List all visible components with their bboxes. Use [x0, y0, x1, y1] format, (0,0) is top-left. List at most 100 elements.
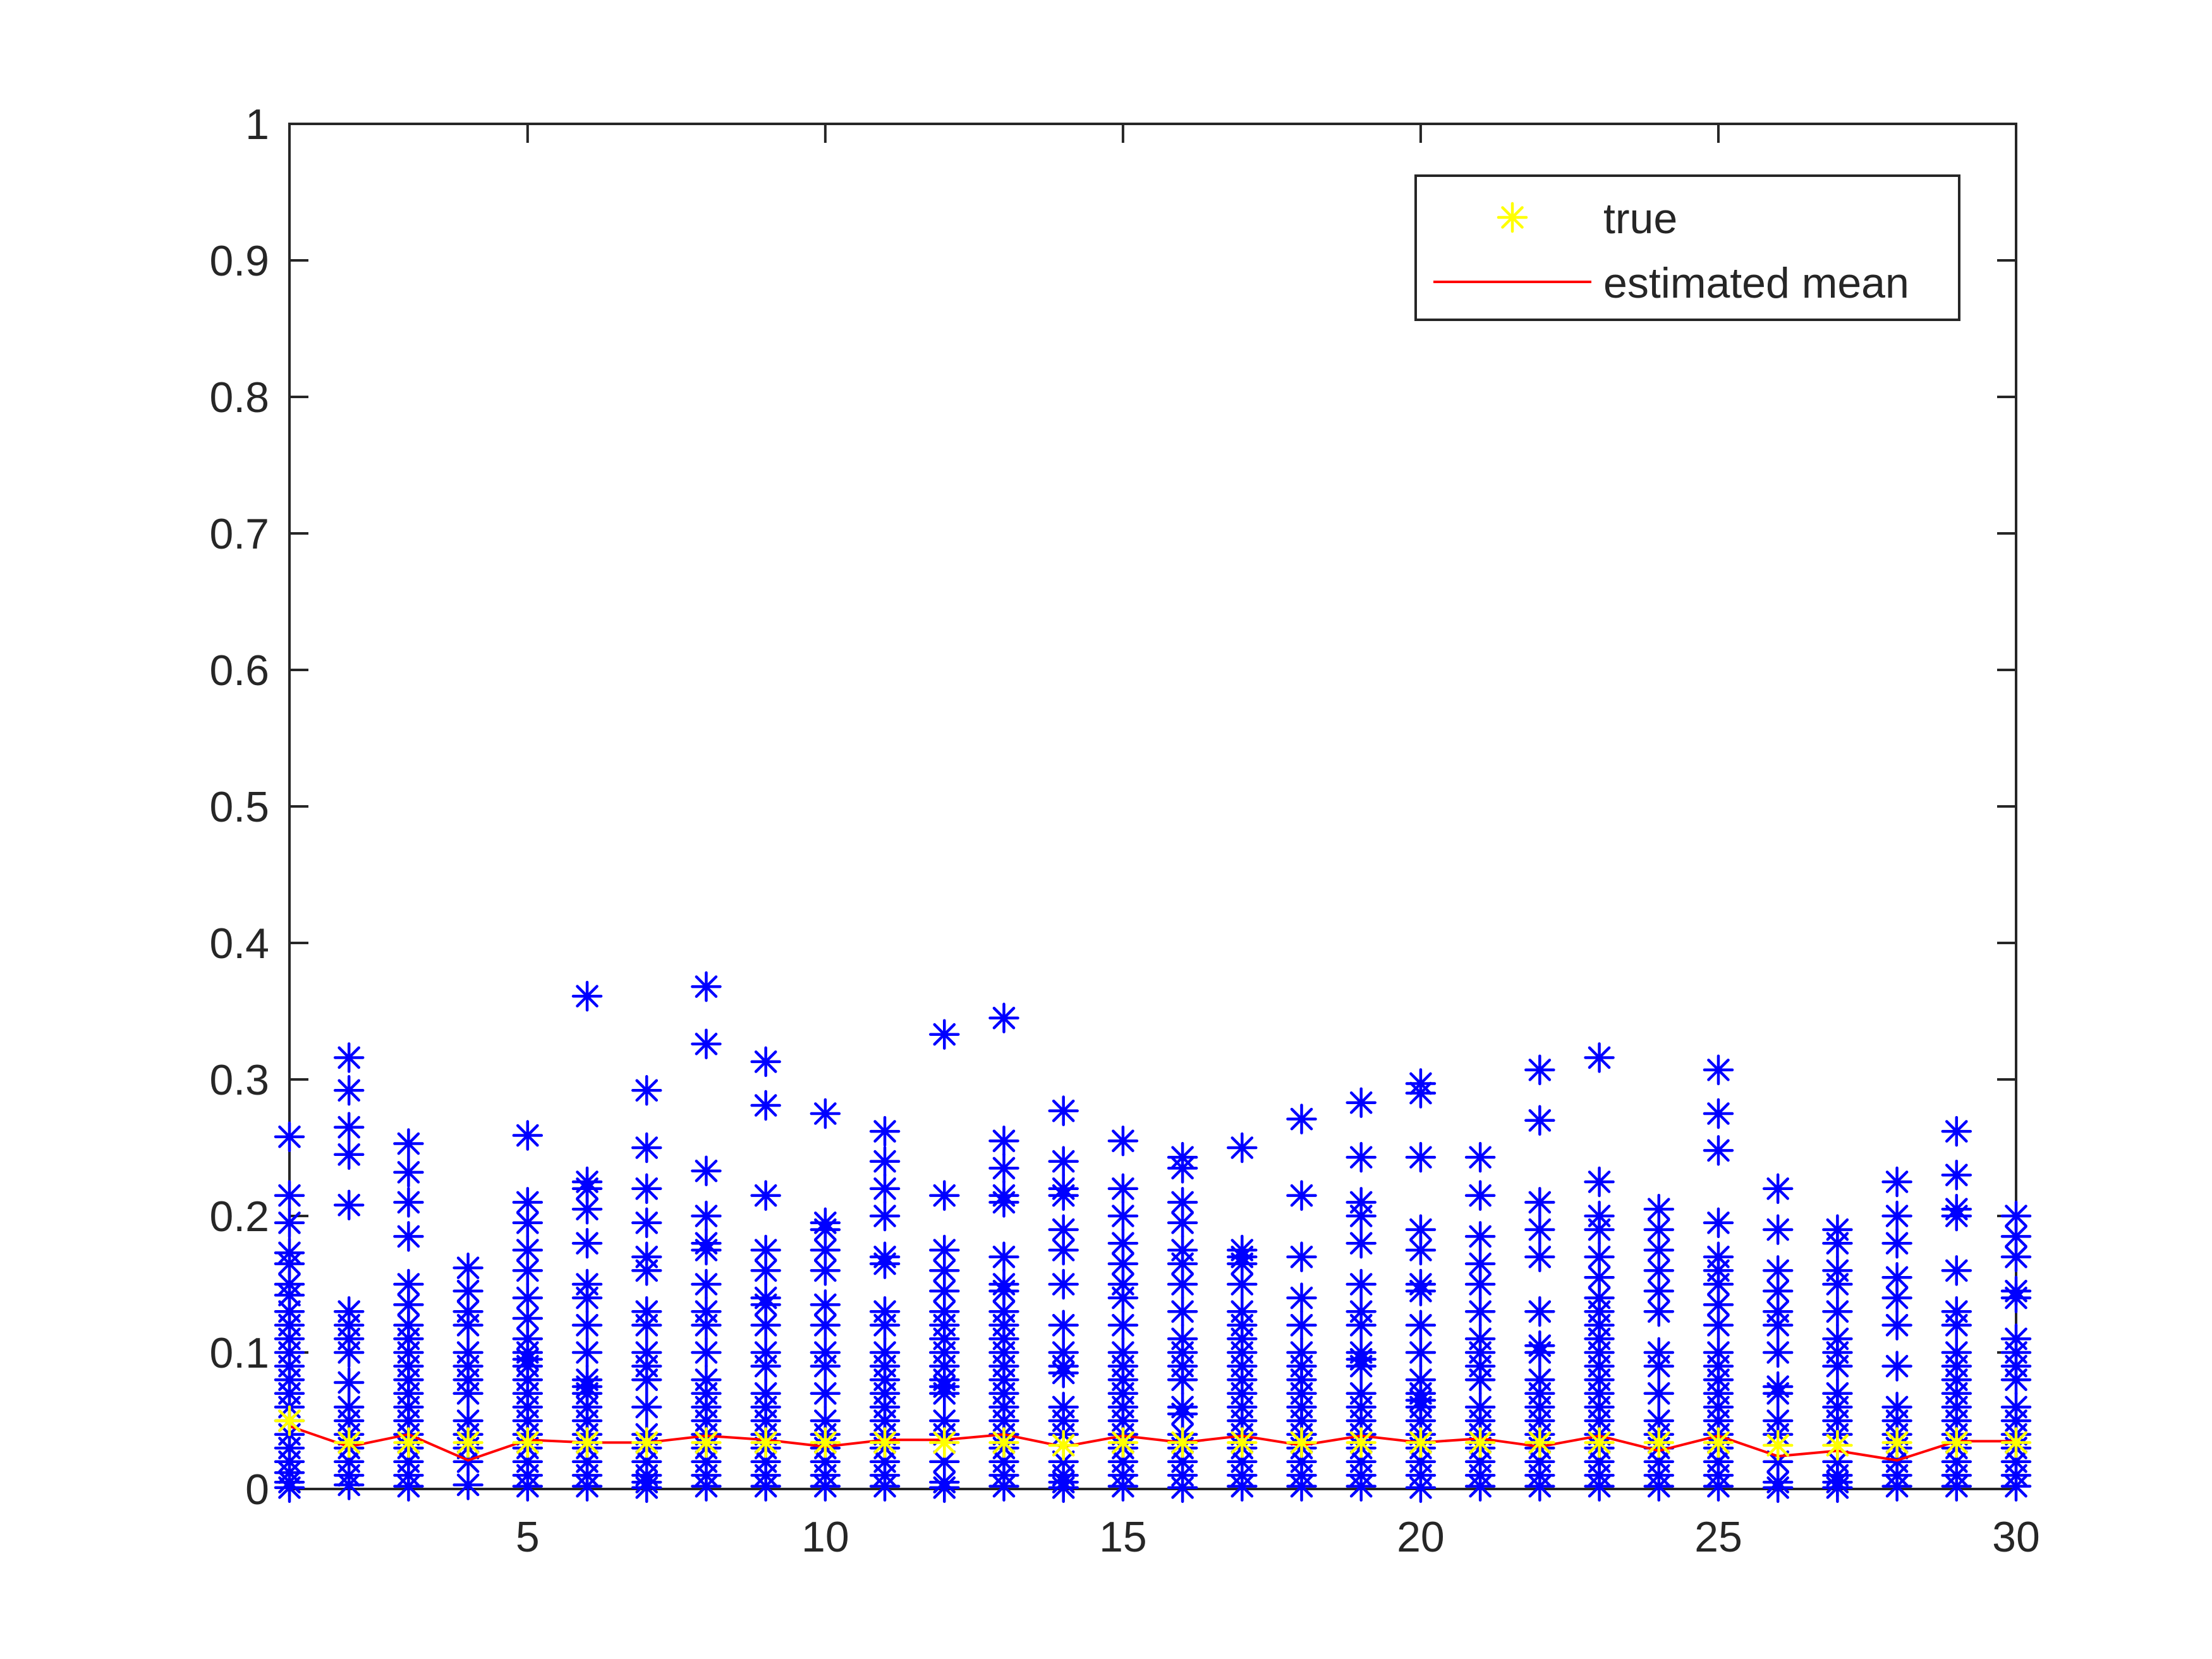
sample-point [1167, 1207, 1198, 1239]
sample-point [988, 1275, 1019, 1307]
sample-point [810, 1351, 841, 1382]
sample-point [691, 1028, 722, 1060]
true-point [1464, 1427, 1496, 1458]
sample-point [750, 1310, 781, 1341]
sample-point [1167, 1153, 1198, 1184]
sample-point [988, 1153, 1019, 1184]
sample-point [1703, 1098, 1734, 1129]
sample-point [1167, 1296, 1198, 1327]
sample-point [1881, 1200, 1912, 1232]
sample-point [1822, 1227, 1853, 1259]
sample-point [1048, 1358, 1079, 1389]
sample-point [631, 1392, 662, 1423]
x-tick-label: 10 [801, 1513, 849, 1561]
y-tick-label: 1 [245, 100, 269, 149]
sample-point [1822, 1268, 1853, 1300]
true-point [691, 1427, 722, 1458]
x-tick-label: 15 [1099, 1513, 1147, 1561]
sample-point [1048, 1095, 1079, 1126]
sample-point [1346, 1351, 1376, 1382]
sample-point [1524, 1471, 1555, 1502]
sample-point [1286, 1471, 1317, 1502]
sample-point [869, 1471, 901, 1502]
sample-point [988, 1187, 1019, 1218]
sample-point [1227, 1132, 1258, 1164]
sample-point [333, 1469, 365, 1500]
sample-point [929, 1019, 960, 1050]
sample-point [1941, 1159, 1972, 1191]
legend-label-estimated-mean: estimated mean [1603, 259, 1909, 307]
sample-point [1703, 1207, 1734, 1239]
sample-point [274, 1207, 305, 1239]
true-point [1881, 1427, 1912, 1458]
sample-point [571, 1337, 603, 1368]
sample-point [2000, 1471, 2032, 1502]
sample-point [1405, 1472, 1437, 1504]
sample-point [691, 1200, 722, 1232]
sample-point [1941, 1200, 1972, 1232]
sample-point [929, 1378, 960, 1409]
sample-point [1881, 1227, 1912, 1259]
true-point [929, 1427, 960, 1458]
sample-point [1524, 1296, 1555, 1327]
x-tick-label: 20 [1397, 1513, 1445, 1561]
sample-point [512, 1234, 544, 1266]
sample-point [631, 1310, 662, 1341]
sample-point [571, 980, 603, 1012]
x-tick-label: 30 [1992, 1513, 2040, 1561]
sample-point [691, 1155, 722, 1186]
sample-point [453, 1378, 483, 1409]
sample-point [810, 1255, 841, 1286]
y-axis: 0 0.1 0.2 0.3 0.4 0.5 0.6 0.7 0.8 0.9 1 [209, 100, 2016, 1514]
true-point [453, 1427, 483, 1458]
sample-point [512, 1255, 544, 1286]
sample-point [1643, 1351, 1675, 1382]
sample-point [810, 1214, 841, 1245]
sample-point [1524, 1054, 1555, 1086]
sample-point [1643, 1471, 1675, 1502]
sample-point [810, 1098, 841, 1129]
y-tick-label: 0.6 [209, 647, 269, 695]
sample-point [1346, 1471, 1376, 1502]
true-point [1346, 1427, 1376, 1458]
sample-point [571, 1227, 603, 1259]
sample-point [691, 1234, 722, 1266]
sample-point [869, 1200, 901, 1232]
true-point [1584, 1427, 1615, 1458]
samples-series [274, 971, 2032, 1504]
legend-box [1414, 174, 1960, 321]
sample-point [1881, 1471, 1912, 1502]
sample-point [333, 1075, 365, 1106]
sample-point [988, 1241, 1019, 1273]
sample-point [1286, 1282, 1317, 1313]
true-point [1405, 1427, 1437, 1458]
sample-point [1405, 1310, 1437, 1341]
y-tick-label: 0.4 [209, 920, 269, 968]
sample-point [1584, 1261, 1615, 1293]
sample-point [571, 1193, 603, 1225]
sample-point [393, 1187, 424, 1218]
sample-point [512, 1207, 544, 1239]
sample-point [750, 1090, 781, 1121]
sample-point [1464, 1221, 1496, 1252]
sample-point [512, 1282, 544, 1313]
y-tick-label: 0 [245, 1466, 269, 1514]
sample-point [1048, 1268, 1079, 1300]
true-point [1048, 1430, 1079, 1461]
sample-point [1703, 1135, 1734, 1166]
sample-point [869, 1173, 901, 1205]
sample-point [453, 1469, 483, 1500]
sample-point [929, 1180, 960, 1211]
sample-point [1762, 1310, 1794, 1341]
sample-point [1762, 1472, 1794, 1504]
sample-point [869, 1115, 901, 1147]
sample-point [1107, 1471, 1139, 1502]
sample-point [1286, 1241, 1317, 1273]
sample-point [1286, 1180, 1317, 1211]
sample-point [1107, 1125, 1139, 1157]
true-point [869, 1427, 901, 1458]
sample-point [1464, 1471, 1496, 1502]
sample-point [333, 1189, 365, 1220]
legend-true-asterisk [1497, 202, 1528, 233]
sample-point [988, 1002, 1019, 1034]
